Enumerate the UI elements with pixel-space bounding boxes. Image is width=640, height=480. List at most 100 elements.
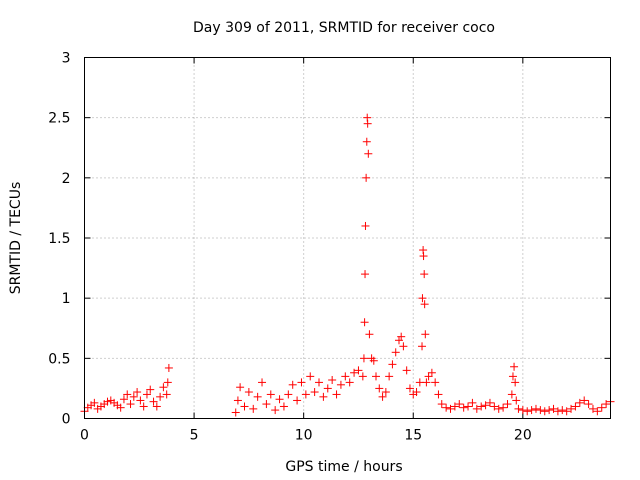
data-point [378, 392, 387, 401]
data-point [477, 402, 486, 411]
x-tick-label: 10 [295, 428, 313, 444]
data-point [397, 332, 406, 341]
data-point [159, 383, 168, 392]
data-point [279, 402, 288, 411]
data-point [90, 398, 99, 407]
data-point [558, 406, 567, 415]
data-point [315, 378, 324, 387]
data-point [485, 398, 494, 407]
data-point [262, 400, 271, 409]
data-point [162, 390, 171, 399]
x-axis-label: GPS time / hours [285, 459, 402, 475]
data-point [446, 404, 455, 413]
data-point [369, 356, 378, 365]
data-point [359, 354, 368, 363]
data-point [553, 407, 562, 416]
y-tick-label: 1 [62, 291, 71, 307]
data-point [133, 388, 142, 397]
data-point [464, 402, 473, 411]
data-point [361, 221, 370, 230]
data-point [288, 380, 297, 389]
data-point [233, 396, 242, 405]
data-point [412, 388, 421, 397]
x-tick-label: 5 [190, 428, 199, 444]
data-point [375, 384, 384, 393]
data-point [442, 403, 451, 412]
y-tick-label: 2 [62, 171, 71, 187]
data-point [588, 404, 597, 413]
plot-frame [84, 57, 611, 419]
data-point [293, 396, 302, 405]
data-point [422, 378, 431, 387]
data-point [306, 372, 315, 381]
data-point [163, 378, 172, 387]
data-point [507, 390, 516, 399]
data-point [275, 395, 284, 404]
data-point [358, 372, 367, 381]
data-point [391, 348, 400, 357]
data-point [381, 388, 390, 397]
data-point [593, 407, 602, 416]
data-point [512, 396, 521, 405]
data-point [399, 342, 408, 351]
y-axis: 0 0.5 1 1.5 2 2.5 3 [48, 51, 611, 428]
data-point [360, 318, 369, 327]
data-point [424, 372, 433, 381]
y-tick-label: 1.5 [48, 231, 70, 247]
data-point [385, 372, 394, 381]
data-point [350, 368, 359, 377]
data-point [395, 336, 404, 345]
data-point [354, 366, 363, 375]
y-tick-label: 2.5 [48, 111, 70, 127]
data-point [236, 383, 245, 392]
data-point [420, 270, 429, 279]
data-point [345, 378, 354, 387]
data-point [418, 342, 427, 351]
data-point [427, 368, 436, 377]
data-point [341, 372, 350, 381]
data-point [249, 404, 258, 413]
data-point [567, 404, 576, 413]
data-point [319, 392, 328, 401]
data-point [420, 300, 429, 309]
data-point [597, 403, 606, 412]
data-point [164, 363, 173, 372]
data-point [536, 406, 545, 415]
data-point [126, 400, 135, 409]
data-point [437, 400, 446, 409]
data-point [362, 173, 371, 182]
data-point [284, 390, 293, 399]
data-point [323, 384, 332, 393]
data-point [494, 404, 503, 413]
data-point [116, 403, 125, 412]
data-point [419, 252, 428, 261]
grid [84, 57, 611, 419]
data-point [468, 398, 477, 407]
data-point [580, 396, 589, 405]
data-point [418, 294, 427, 303]
data-point [584, 400, 593, 409]
data-point [540, 407, 549, 416]
data-point [231, 408, 240, 417]
data-point [332, 390, 341, 399]
data-point [431, 378, 440, 387]
data-point [301, 390, 310, 399]
y-axis-label: SRMTID / TECUs [8, 182, 24, 295]
data-point [253, 392, 262, 401]
data-point [146, 385, 155, 394]
data-point [511, 378, 520, 387]
data-point [402, 366, 411, 375]
data-point [527, 406, 536, 415]
data-point [514, 404, 523, 413]
data-point [499, 403, 508, 412]
data-point [142, 390, 151, 399]
data-point [518, 406, 527, 415]
data-point [571, 402, 580, 411]
data-point [490, 402, 499, 411]
data-point [602, 400, 611, 409]
data-point [271, 406, 280, 415]
data-point [336, 380, 345, 389]
data-point [472, 404, 481, 413]
data-point [266, 390, 275, 399]
